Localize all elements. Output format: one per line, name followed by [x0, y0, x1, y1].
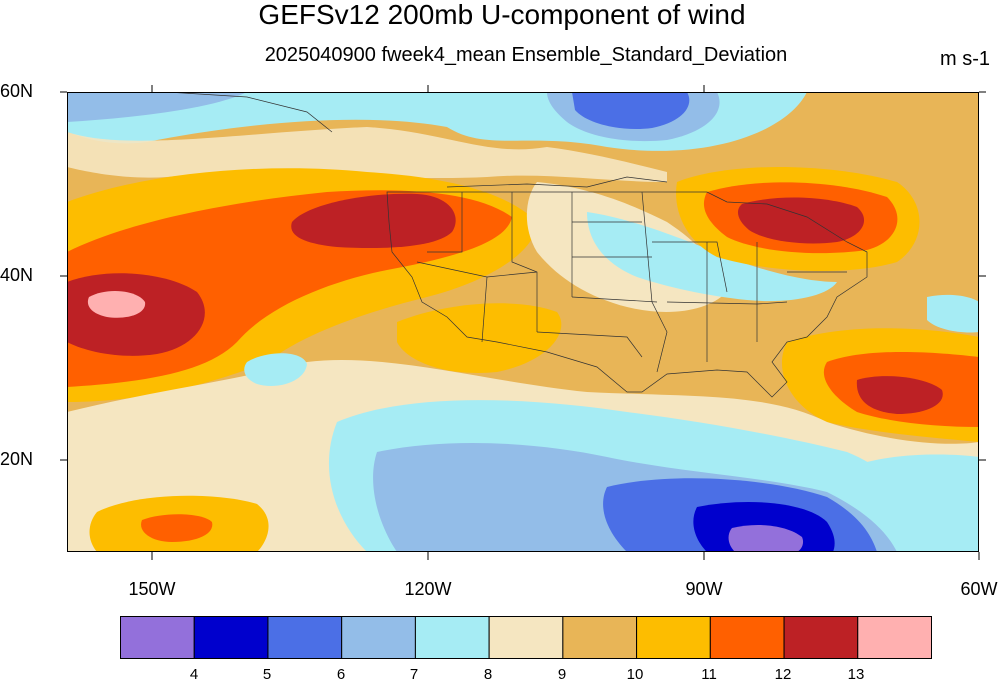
lat-label-20n: 20N — [0, 449, 34, 469]
colorbar-label-4: 4 — [189, 666, 199, 683]
units-label: m s-1 — [940, 48, 990, 70]
field-south-purple — [728, 525, 804, 552]
colorbar-label-13: 13 — [847, 666, 865, 683]
lat-label-40n: 40N — [0, 265, 34, 285]
field-sw-yellow — [397, 303, 562, 373]
field-northwest-blue — [67, 92, 247, 122]
colorbar-swatch-10 — [857, 616, 932, 659]
colorbar-label-9: 9 — [557, 666, 567, 683]
colorbar-label-6: 6 — [336, 666, 346, 683]
colorbar-swatch-9 — [783, 616, 859, 659]
colorbar-swatch-5 — [488, 616, 564, 659]
field-north-beige — [67, 127, 667, 182]
field-se-cyan — [867, 454, 979, 552]
field-atl-cyan — [927, 294, 979, 333]
colorbar-label-10: 10 — [626, 666, 644, 683]
field-atl-red — [856, 376, 943, 414]
colorbar-swatch-3 — [341, 616, 416, 659]
field-north-deepblue — [572, 92, 690, 130]
lon-label-60w: 60W — [960, 579, 998, 599]
colorbar-swatch-0 — [120, 616, 195, 659]
colorbar-swatch-2 — [267, 616, 343, 659]
colorbar-swatch-4 — [414, 616, 490, 659]
colorbar-label-5: 5 — [262, 666, 272, 683]
colorbar-swatch-8 — [709, 616, 785, 659]
lon-label-150w: 150W — [128, 579, 176, 599]
chart-title: GEFSv12 200mb U-component of wind — [258, 0, 746, 30]
colorbar-swatch-6 — [562, 616, 638, 659]
field-swcorner-orange — [141, 514, 213, 542]
colorbar — [120, 616, 932, 659]
lat-label-60n: 60N — [0, 81, 34, 101]
field-nw-red — [291, 193, 456, 249]
field-ne-red — [737, 197, 865, 244]
chart-subtitle: 2025040900 fweek4_mean Ensemble_Standard… — [264, 44, 788, 66]
colorbar-swatch-7 — [636, 616, 711, 659]
colorbar-label-11: 11 — [701, 666, 717, 683]
field-pacific-pink — [87, 290, 146, 318]
field-central-cyan — [587, 212, 837, 302]
lon-label-120w: 120W — [404, 579, 452, 599]
lon-label-90w: 90W — [685, 579, 723, 599]
colorbar-label-8: 8 — [483, 666, 493, 683]
boundaries — [166, 92, 868, 398]
colorbar-label-7: 7 — [409, 666, 419, 683]
contour-map — [67, 92, 979, 552]
colorbar-label-12: 12 — [774, 666, 792, 683]
colorbar-swatch-1 — [193, 616, 269, 659]
field-mid-cyan — [244, 353, 307, 386]
